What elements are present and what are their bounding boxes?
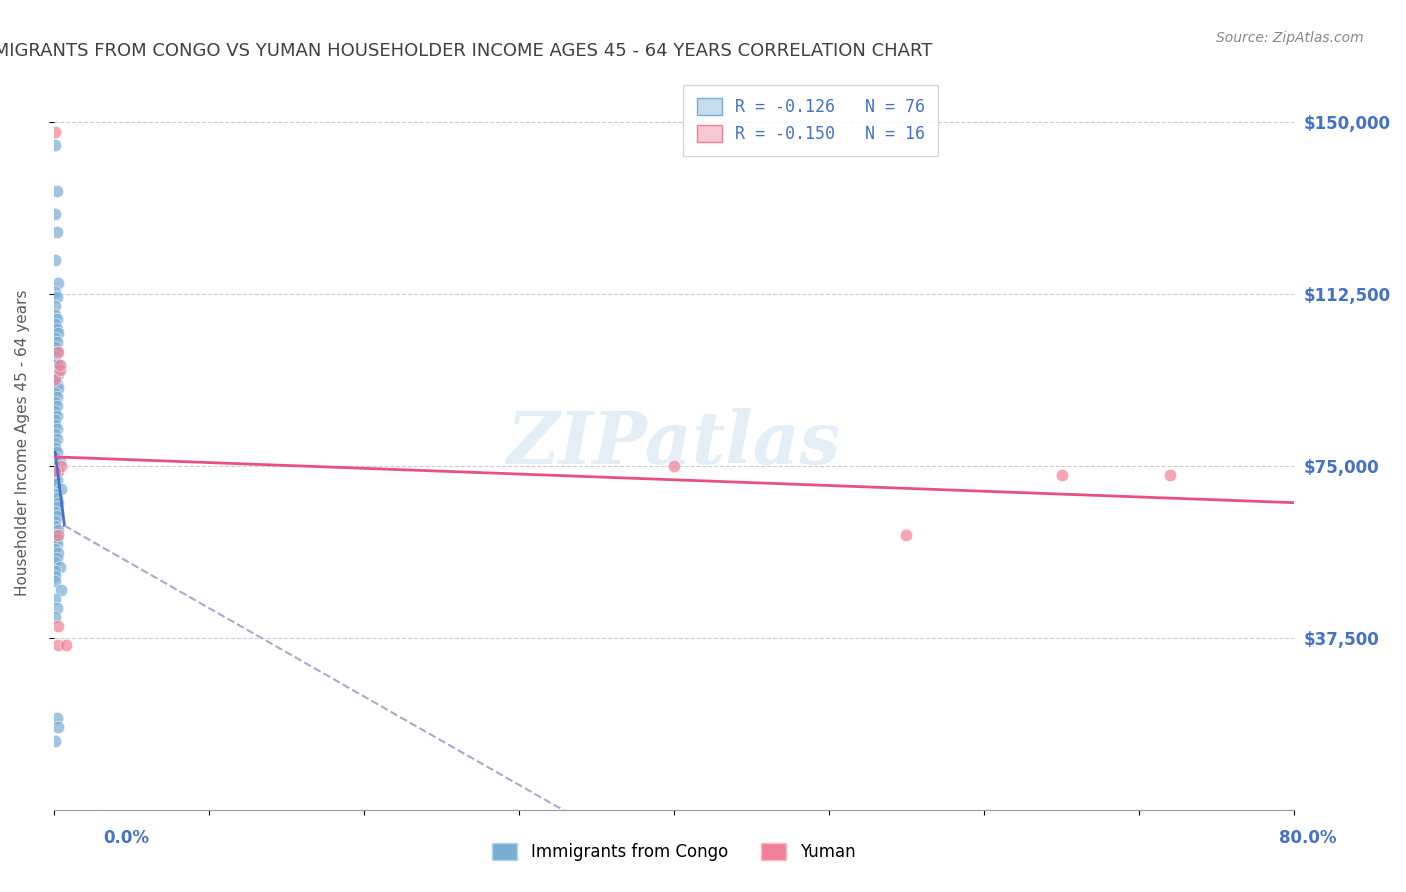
Point bbox=[45, 550, 67, 565]
Point bbox=[44, 477, 66, 491]
Point bbox=[45, 601, 67, 615]
Point bbox=[44, 353, 66, 368]
Point bbox=[45, 509, 67, 524]
Point bbox=[46, 276, 69, 290]
Text: 80.0%: 80.0% bbox=[1279, 829, 1336, 847]
Point bbox=[1159, 468, 1181, 483]
Point bbox=[45, 422, 67, 436]
Point bbox=[49, 358, 72, 372]
Legend: R = -0.126   N = 76, R = -0.150   N = 16: R = -0.126 N = 76, R = -0.150 N = 16 bbox=[683, 85, 938, 156]
Point bbox=[45, 289, 67, 303]
Y-axis label: Householder Income Ages 45 - 64 years: Householder Income Ages 45 - 64 years bbox=[15, 290, 30, 597]
Point bbox=[44, 464, 66, 478]
Point bbox=[45, 226, 67, 240]
Point bbox=[46, 720, 69, 734]
Point bbox=[45, 312, 67, 326]
Point bbox=[45, 376, 67, 391]
Point bbox=[662, 458, 685, 473]
Point bbox=[44, 427, 66, 442]
Point bbox=[44, 505, 66, 519]
Point bbox=[45, 533, 67, 547]
Point bbox=[45, 184, 67, 198]
Point bbox=[45, 432, 67, 446]
Point bbox=[44, 468, 66, 483]
Point bbox=[44, 138, 66, 153]
Point bbox=[44, 363, 66, 377]
Point bbox=[44, 299, 66, 313]
Point bbox=[45, 356, 67, 370]
Point bbox=[44, 565, 66, 579]
Point bbox=[44, 349, 66, 363]
Point bbox=[45, 491, 67, 505]
Point bbox=[44, 372, 66, 386]
Point bbox=[46, 496, 69, 510]
Point bbox=[45, 409, 67, 423]
Point bbox=[44, 317, 66, 331]
Point bbox=[44, 591, 66, 606]
Point bbox=[49, 559, 72, 574]
Point bbox=[55, 638, 77, 652]
Point bbox=[46, 638, 69, 652]
Point bbox=[44, 574, 66, 588]
Point bbox=[46, 368, 69, 382]
Point bbox=[44, 372, 66, 386]
Point bbox=[44, 514, 66, 528]
Point bbox=[49, 454, 72, 468]
Point bbox=[46, 528, 69, 542]
Point bbox=[44, 404, 66, 418]
Point bbox=[44, 252, 66, 267]
Point bbox=[44, 285, 66, 299]
Point bbox=[46, 344, 69, 359]
Point bbox=[44, 458, 66, 473]
Point bbox=[45, 711, 67, 725]
Point bbox=[44, 358, 66, 372]
Point bbox=[51, 482, 73, 496]
Point bbox=[46, 326, 69, 341]
Point bbox=[44, 413, 66, 427]
Point bbox=[46, 546, 69, 560]
Point bbox=[46, 523, 69, 537]
Point bbox=[44, 385, 66, 400]
Point bbox=[45, 445, 67, 459]
Point bbox=[45, 464, 67, 478]
Point bbox=[46, 619, 69, 633]
Text: Source: ZipAtlas.com: Source: ZipAtlas.com bbox=[1216, 31, 1364, 45]
Point bbox=[44, 610, 66, 624]
Point bbox=[45, 473, 67, 487]
Point bbox=[44, 441, 66, 455]
Point bbox=[1050, 468, 1073, 483]
Point bbox=[44, 734, 66, 748]
Point bbox=[45, 500, 67, 515]
Point bbox=[45, 390, 67, 404]
Point bbox=[44, 308, 66, 322]
Point bbox=[44, 417, 66, 432]
Point bbox=[44, 125, 66, 139]
Point bbox=[44, 541, 66, 556]
Point bbox=[45, 537, 67, 551]
Text: ZIPatlas: ZIPatlas bbox=[506, 408, 841, 479]
Point bbox=[45, 400, 67, 414]
Point bbox=[44, 207, 66, 221]
Point bbox=[44, 340, 66, 354]
Point bbox=[896, 528, 918, 542]
Point bbox=[44, 569, 66, 583]
Point bbox=[44, 555, 66, 569]
Point bbox=[44, 436, 66, 450]
Point bbox=[44, 395, 66, 409]
Point bbox=[45, 335, 67, 350]
Point bbox=[45, 344, 67, 359]
Point bbox=[49, 363, 72, 377]
Text: IMMIGRANTS FROM CONGO VS YUMAN HOUSEHOLDER INCOME AGES 45 - 64 YEARS CORRELATION: IMMIGRANTS FROM CONGO VS YUMAN HOUSEHOLD… bbox=[0, 42, 932, 60]
Point bbox=[44, 486, 66, 500]
Point bbox=[44, 450, 66, 464]
Text: 0.0%: 0.0% bbox=[104, 829, 149, 847]
Point bbox=[51, 458, 73, 473]
Point bbox=[44, 518, 66, 533]
Point bbox=[46, 464, 69, 478]
Point bbox=[46, 381, 69, 395]
Point bbox=[45, 321, 67, 335]
Point bbox=[44, 331, 66, 345]
Point bbox=[51, 582, 73, 597]
Point bbox=[44, 528, 66, 542]
